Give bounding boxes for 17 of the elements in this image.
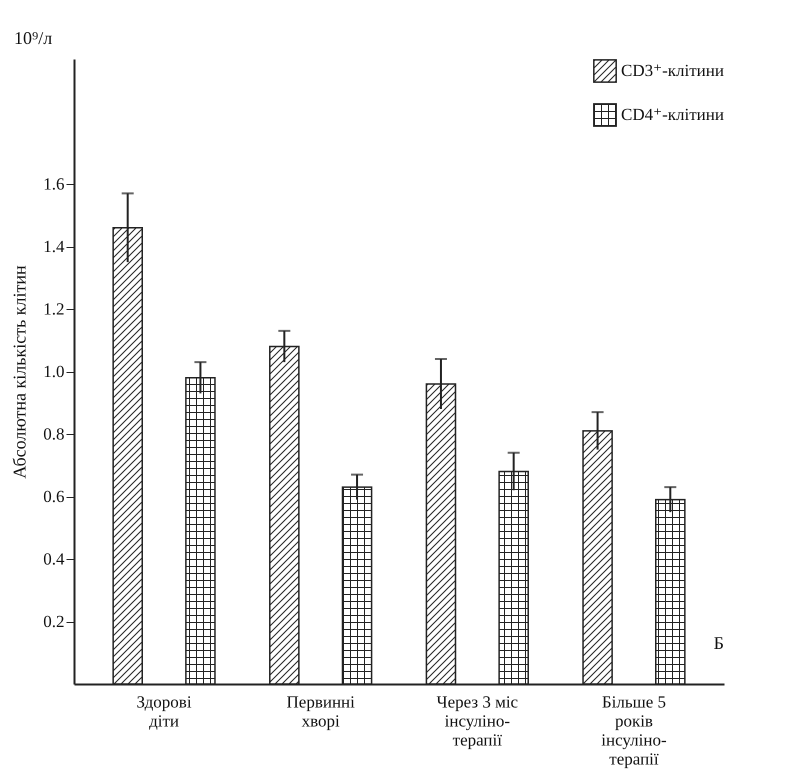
x-tick-label: Через 3 міс інсуліно- терапії [436,692,519,750]
x-tick-label: Більше 5 років інсуліно- терапії [601,692,667,768]
x-tick-label: Первинні хворі [286,692,356,730]
y-tick-label: 1.6 [43,174,64,194]
y-tick-label: 0.4 [43,550,65,568]
y-tick-label: 1.4 [43,237,65,256]
y-tick-label: 1.0 [43,362,64,381]
text: 10⁹/л [14,28,52,48]
y-tick-label: 0.2 [43,612,64,631]
y-tick-label: 0.8 [43,424,64,444]
legend-label: CD3⁺-клітини [621,61,724,80]
y-tick-label: 0.6 [43,487,64,506]
y-axis-title: Абсолютна кількість клітин [9,264,30,479]
legend-label: CD4⁺-клітини [621,105,724,124]
x-tick-label: Здорові діти [136,692,192,730]
y-tick-label: 1.2 [43,300,64,318]
annotation: Б [714,633,724,653]
